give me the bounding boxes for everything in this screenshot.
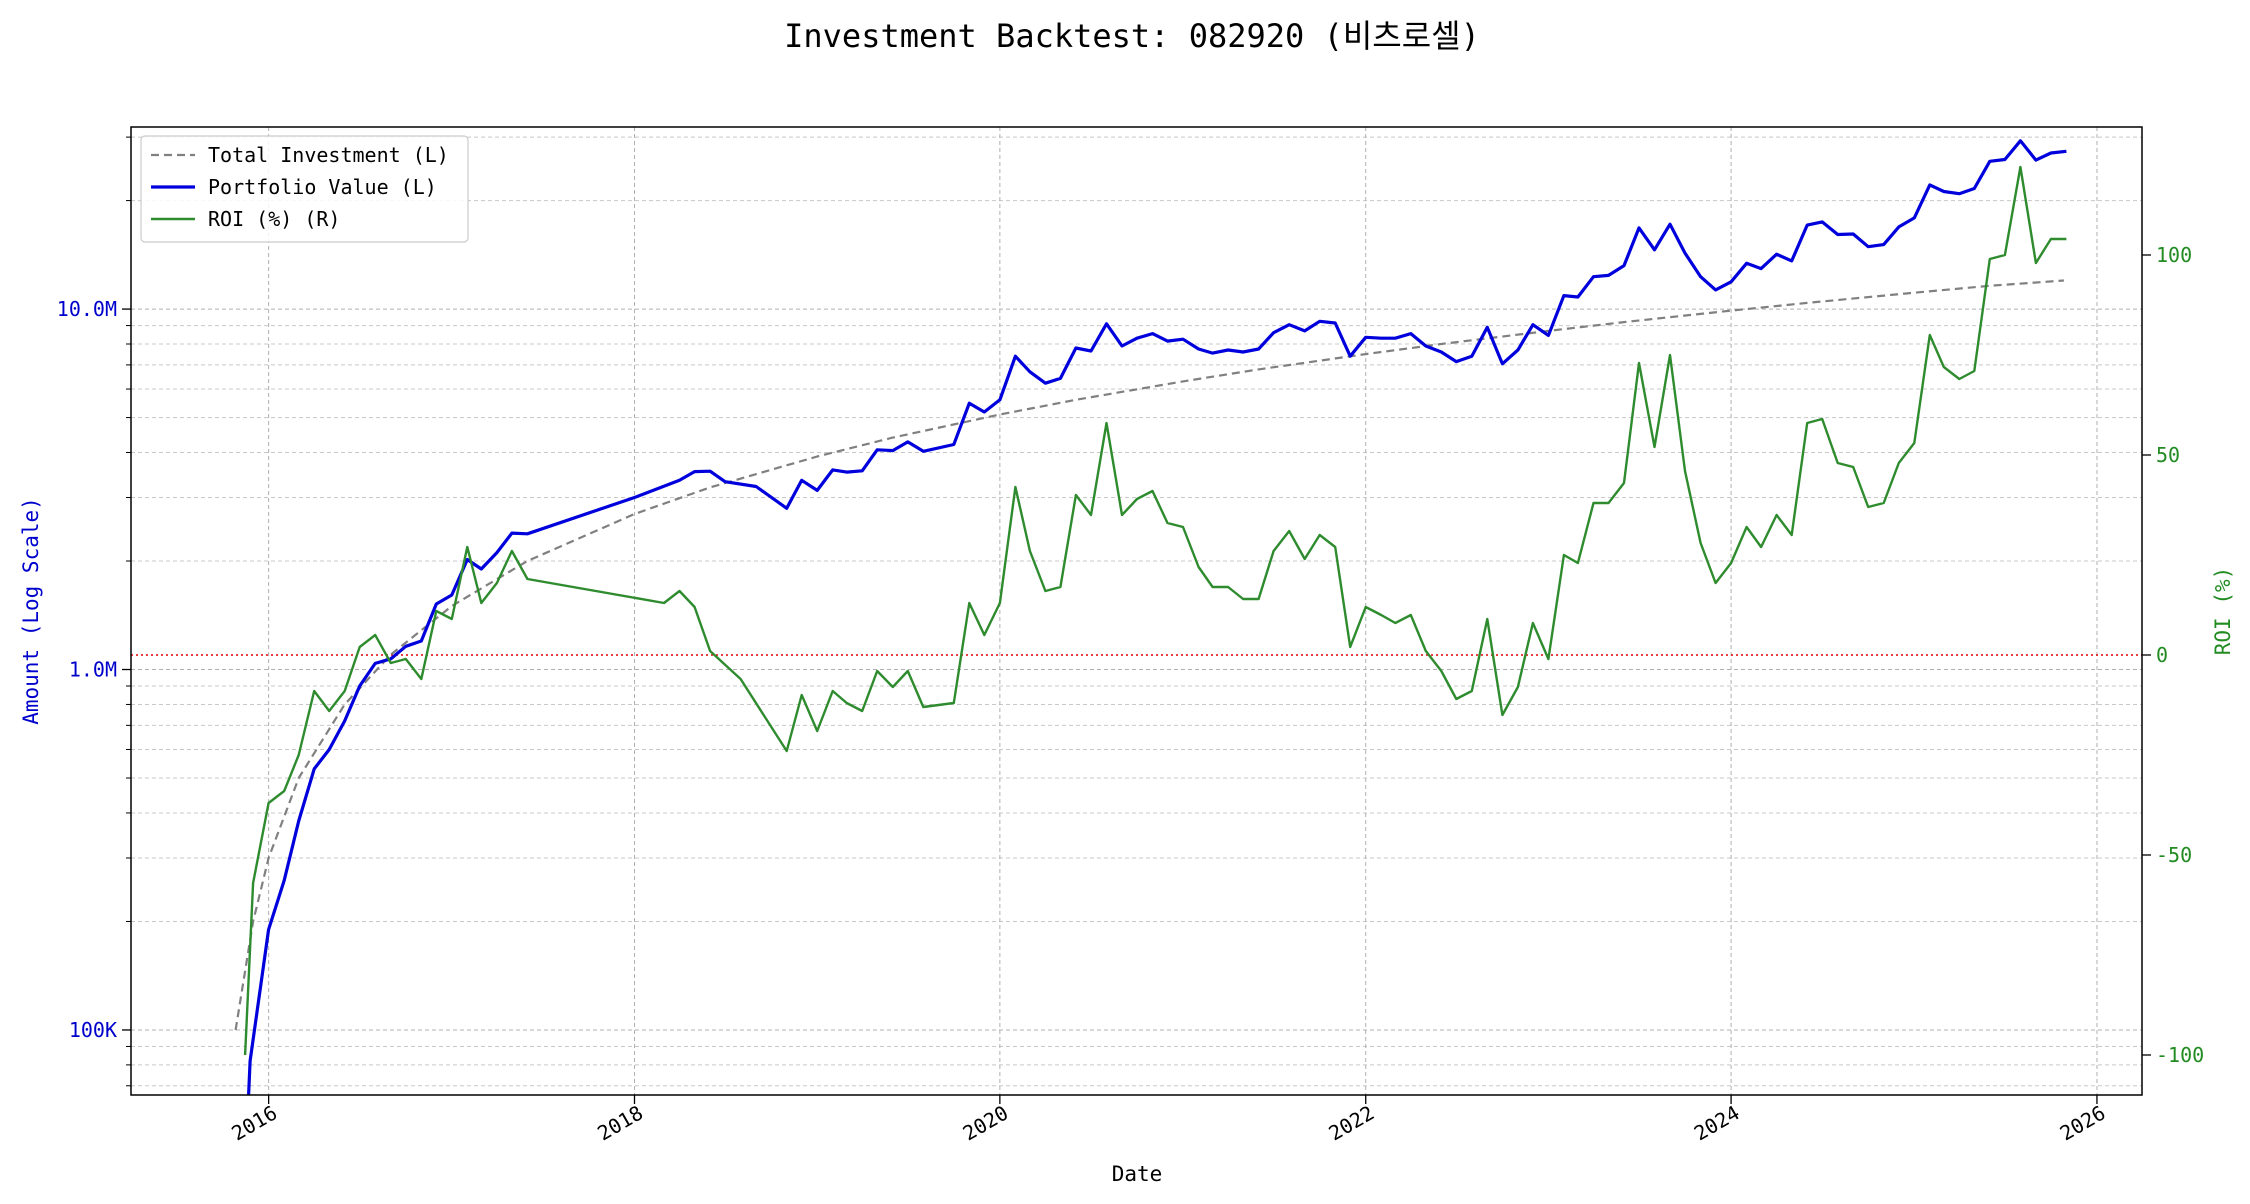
- y-right-tick-label: 100: [2156, 243, 2192, 267]
- legend-label: Total Investment (L): [208, 143, 449, 167]
- x-tick-label: 2020: [959, 1101, 1013, 1146]
- y-left-tick-label: 100K: [69, 1018, 117, 1042]
- y-right-tick-label: -50: [2156, 843, 2192, 867]
- x-tick-label: 2026: [2056, 1101, 2110, 1146]
- y-left-tick-label: 1.0M: [69, 658, 117, 682]
- x-tick-label: 2022: [1325, 1101, 1379, 1146]
- x-tick-label: 2018: [593, 1101, 647, 1146]
- y-left-tick-label: 10.0M: [57, 297, 117, 321]
- plot-frame: [130, 126, 2143, 1096]
- legend-label: ROI (%) (R): [208, 207, 340, 231]
- y-right-tick-label: 50: [2156, 443, 2180, 467]
- series-layer: [234, 139, 2067, 1096]
- y-left-axis-label: Amount (Log Scale): [19, 497, 43, 725]
- portfolio-value-line: [247, 139, 2067, 1096]
- roi-line: [243, 165, 2067, 1056]
- legend: Total Investment (L) Portfolio Value (L) R…: [140, 135, 469, 243]
- y-right-axis-label: ROI (%): [2211, 567, 2235, 656]
- chart-title: Investment Backtest: 082920 (비츠로셀): [784, 17, 1480, 55]
- x-axis-label: Date: [1112, 1162, 1163, 1186]
- legend-box: [140, 135, 469, 243]
- y-right-tick-label: 0: [2156, 643, 2168, 667]
- x-tick-label: 2024: [1690, 1101, 1744, 1146]
- y-right-tick-label: -100: [2156, 1043, 2204, 1067]
- legend-label: Portfolio Value (L): [208, 175, 437, 199]
- total-investment-line: [234, 279, 2064, 1031]
- x-tick-label: 2016: [227, 1101, 281, 1146]
- grid-layer: [131, 127, 2142, 1095]
